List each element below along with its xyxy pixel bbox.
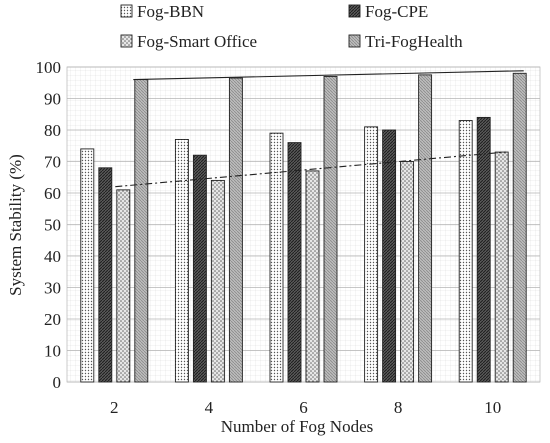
y-tick-label: 10 — [44, 342, 61, 361]
bar-fog-bbn-4 — [174, 138, 189, 383]
x-axis: 2 4 6 8 10 — [110, 398, 501, 417]
bar-fog-cpe-6 — [287, 142, 302, 383]
bar-fog-smart-office-6 — [305, 170, 320, 383]
x-tick-label: 10 — [484, 398, 501, 417]
y-tick-label: 60 — [44, 184, 61, 203]
legend-swatch — [120, 34, 133, 48]
x-axis-label: Number of Fog Nodes — [221, 417, 374, 436]
bar-tri-foghealth-6 — [323, 75, 338, 383]
x-tick-label: 4 — [205, 398, 214, 417]
y-tick-label: 70 — [44, 153, 61, 172]
bar-fog-smart-office-2 — [116, 189, 131, 383]
bar-fog-bbn-2 — [80, 148, 95, 383]
bar-fog-cpe-8 — [382, 129, 397, 383]
trendline-tri-foghealth — [133, 70, 524, 81]
legend-swatch — [348, 34, 361, 48]
y-axis: 0 10 20 30 40 50 60 70 80 90 100 — [36, 58, 62, 392]
bar-tri-foghealth-4 — [228, 77, 243, 383]
y-tick-label: 80 — [44, 121, 61, 140]
y-axis-label: System Stability (%) — [6, 154, 25, 296]
trendlines — [115, 70, 524, 188]
bar-fog-smart-office-4 — [210, 179, 225, 383]
y-tick-label: 50 — [44, 216, 61, 235]
x-tick-label: 6 — [299, 398, 308, 417]
legend-label: Fog-CPE — [365, 2, 428, 21]
bar-fog-cpe-2 — [98, 167, 113, 383]
bar-tri-foghealth-2 — [134, 79, 149, 383]
y-tick-label: 20 — [44, 310, 61, 329]
legend-swatch — [348, 4, 361, 18]
trendline-fog-smart-office — [115, 151, 506, 188]
x-tick-label: 8 — [394, 398, 403, 417]
bar-fog-bbn-6 — [269, 132, 284, 383]
y-tick-label: 90 — [44, 90, 61, 109]
bars — [80, 72, 527, 383]
legend-swatch — [120, 4, 133, 18]
bar-fog-bbn-10 — [458, 120, 473, 383]
bar-fog-smart-office-10 — [494, 151, 509, 383]
y-tick-label: 30 — [44, 279, 61, 298]
bar-fog-cpe-4 — [192, 154, 207, 383]
bar-tri-foghealth-10 — [512, 72, 527, 383]
legend-label: Fog-Smart Office — [137, 32, 257, 51]
y-tick-label: 0 — [53, 373, 62, 392]
legend-label: Fog-BBN — [137, 2, 204, 21]
y-tick-label: 100 — [36, 58, 62, 77]
bar-fog-smart-office-8 — [400, 161, 415, 383]
y-tick-label: 40 — [44, 247, 61, 266]
bar-tri-foghealth-8 — [418, 74, 433, 383]
legend: Fog-BBN Fog-CPE Fog-Smart Office Tri-FogHea… — [120, 2, 463, 51]
bar-fog-cpe-10 — [476, 116, 491, 383]
bar-fog-bbn-8 — [364, 126, 379, 383]
legend-label: Tri-FogHealth — [365, 32, 463, 51]
x-tick-label: 2 — [110, 398, 119, 417]
